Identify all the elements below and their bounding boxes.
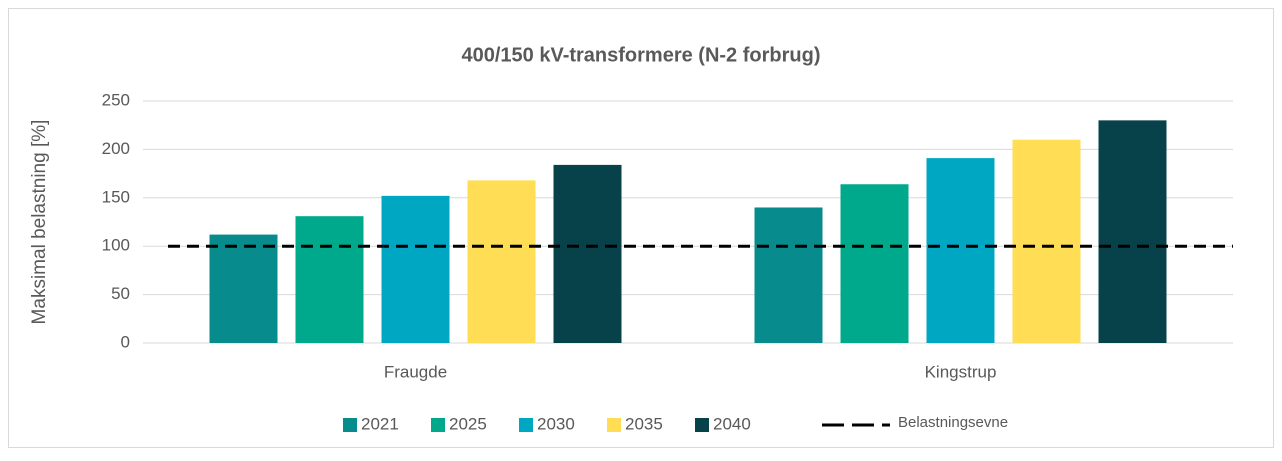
y-tick-label: 0 <box>121 332 130 351</box>
legend-swatch <box>431 418 445 432</box>
chart-border <box>8 8 1274 448</box>
bar <box>840 184 909 343</box>
y-tick-label: 50 <box>111 284 130 303</box>
chart-title: 400/150 kV-transformere (N-2 forbrug) <box>461 44 820 66</box>
y-tick-label: 200 <box>102 139 130 158</box>
y-axis-label: Maksimal belastning [%] <box>29 120 50 325</box>
x-tick-label: Kingstrup <box>925 362 997 381</box>
bar <box>1012 139 1081 343</box>
y-tick-label: 150 <box>102 187 130 206</box>
legend-swatch <box>695 418 709 432</box>
legend-label: 2025 <box>449 414 487 433</box>
bar <box>381 195 450 343</box>
bar <box>1098 120 1167 343</box>
legend-swatch <box>607 418 621 432</box>
bar <box>209 234 278 343</box>
legend-swatch <box>519 418 533 432</box>
legend-label: 2021 <box>361 414 399 433</box>
bar <box>295 216 364 343</box>
legend-label: 2030 <box>537 414 575 433</box>
bar <box>553 164 622 343</box>
legend-label: Belastningsevne <box>898 414 1008 431</box>
legend-label: 2035 <box>625 414 663 433</box>
legend-swatch <box>343 418 357 432</box>
y-tick-label: 250 <box>102 90 130 109</box>
legend-label: 2040 <box>713 414 751 433</box>
bar <box>926 158 995 343</box>
bar <box>467 180 536 343</box>
y-tick-label: 100 <box>102 236 130 255</box>
bar <box>754 207 823 343</box>
x-tick-label: Fraugde <box>384 362 447 381</box>
